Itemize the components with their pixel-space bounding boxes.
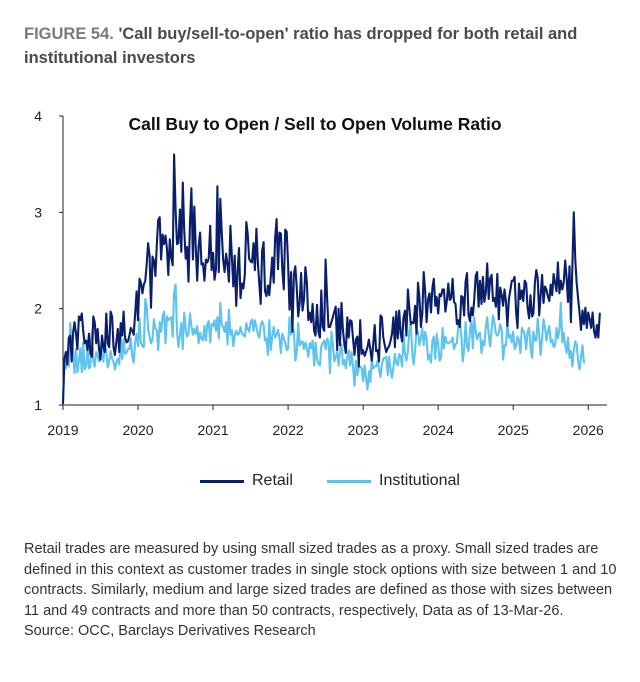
legend-label-retail: Retail — [252, 472, 293, 489]
x-tick-label: 2021 — [197, 422, 228, 438]
figure-label: FIGURE 54. — [24, 25, 114, 43]
x-tick-label: 2026 — [573, 422, 604, 438]
labels-layer: Call Buy to Open / Sell to Open Volume R… — [34, 108, 604, 438]
x-tick-label: 2020 — [122, 422, 153, 438]
x-tick-label: 2022 — [273, 422, 304, 438]
y-tick-label: 4 — [34, 108, 42, 124]
y-tick-label: 2 — [34, 301, 42, 317]
chart-title: Call Buy to Open / Sell to Open Volume R… — [128, 114, 501, 134]
legend-label-institutional: Institutional — [379, 472, 460, 489]
source-text: Source: OCC, Barclays Derivatives Resear… — [24, 623, 316, 640]
figure-heading: 'Call buy/sell-to-open' ratio has droppe… — [24, 25, 578, 67]
x-tick-label: 2023 — [348, 422, 379, 438]
legend-swatch-institutional — [327, 479, 371, 483]
x-tick-label: 2019 — [47, 422, 78, 438]
series-line-institutional — [61, 283, 585, 405]
legend-swatch-retail — [200, 479, 244, 483]
chart-legend: Retail Institutional — [0, 472, 640, 494]
footnote: Retail trades are measured by using smal… — [24, 539, 624, 642]
legend-item-institutional: Institutional — [327, 472, 460, 490]
series-line-retail — [61, 153, 601, 405]
footnote-text: Retail trades are measured by using smal… — [24, 541, 617, 619]
series-layer — [61, 153, 601, 405]
x-tick-label: 2025 — [498, 422, 529, 438]
legend-item-retail: Retail — [200, 472, 293, 490]
axes — [59, 115, 607, 410]
y-tick-label: 3 — [34, 204, 42, 220]
line-chart: Call Buy to Open / Sell to Open Volume R… — [34, 108, 607, 438]
y-tick-label: 1 — [34, 397, 42, 413]
x-tick-label: 2024 — [423, 422, 454, 438]
figure-title: FIGURE 54. 'Call buy/sell-to-open' ratio… — [24, 22, 624, 70]
